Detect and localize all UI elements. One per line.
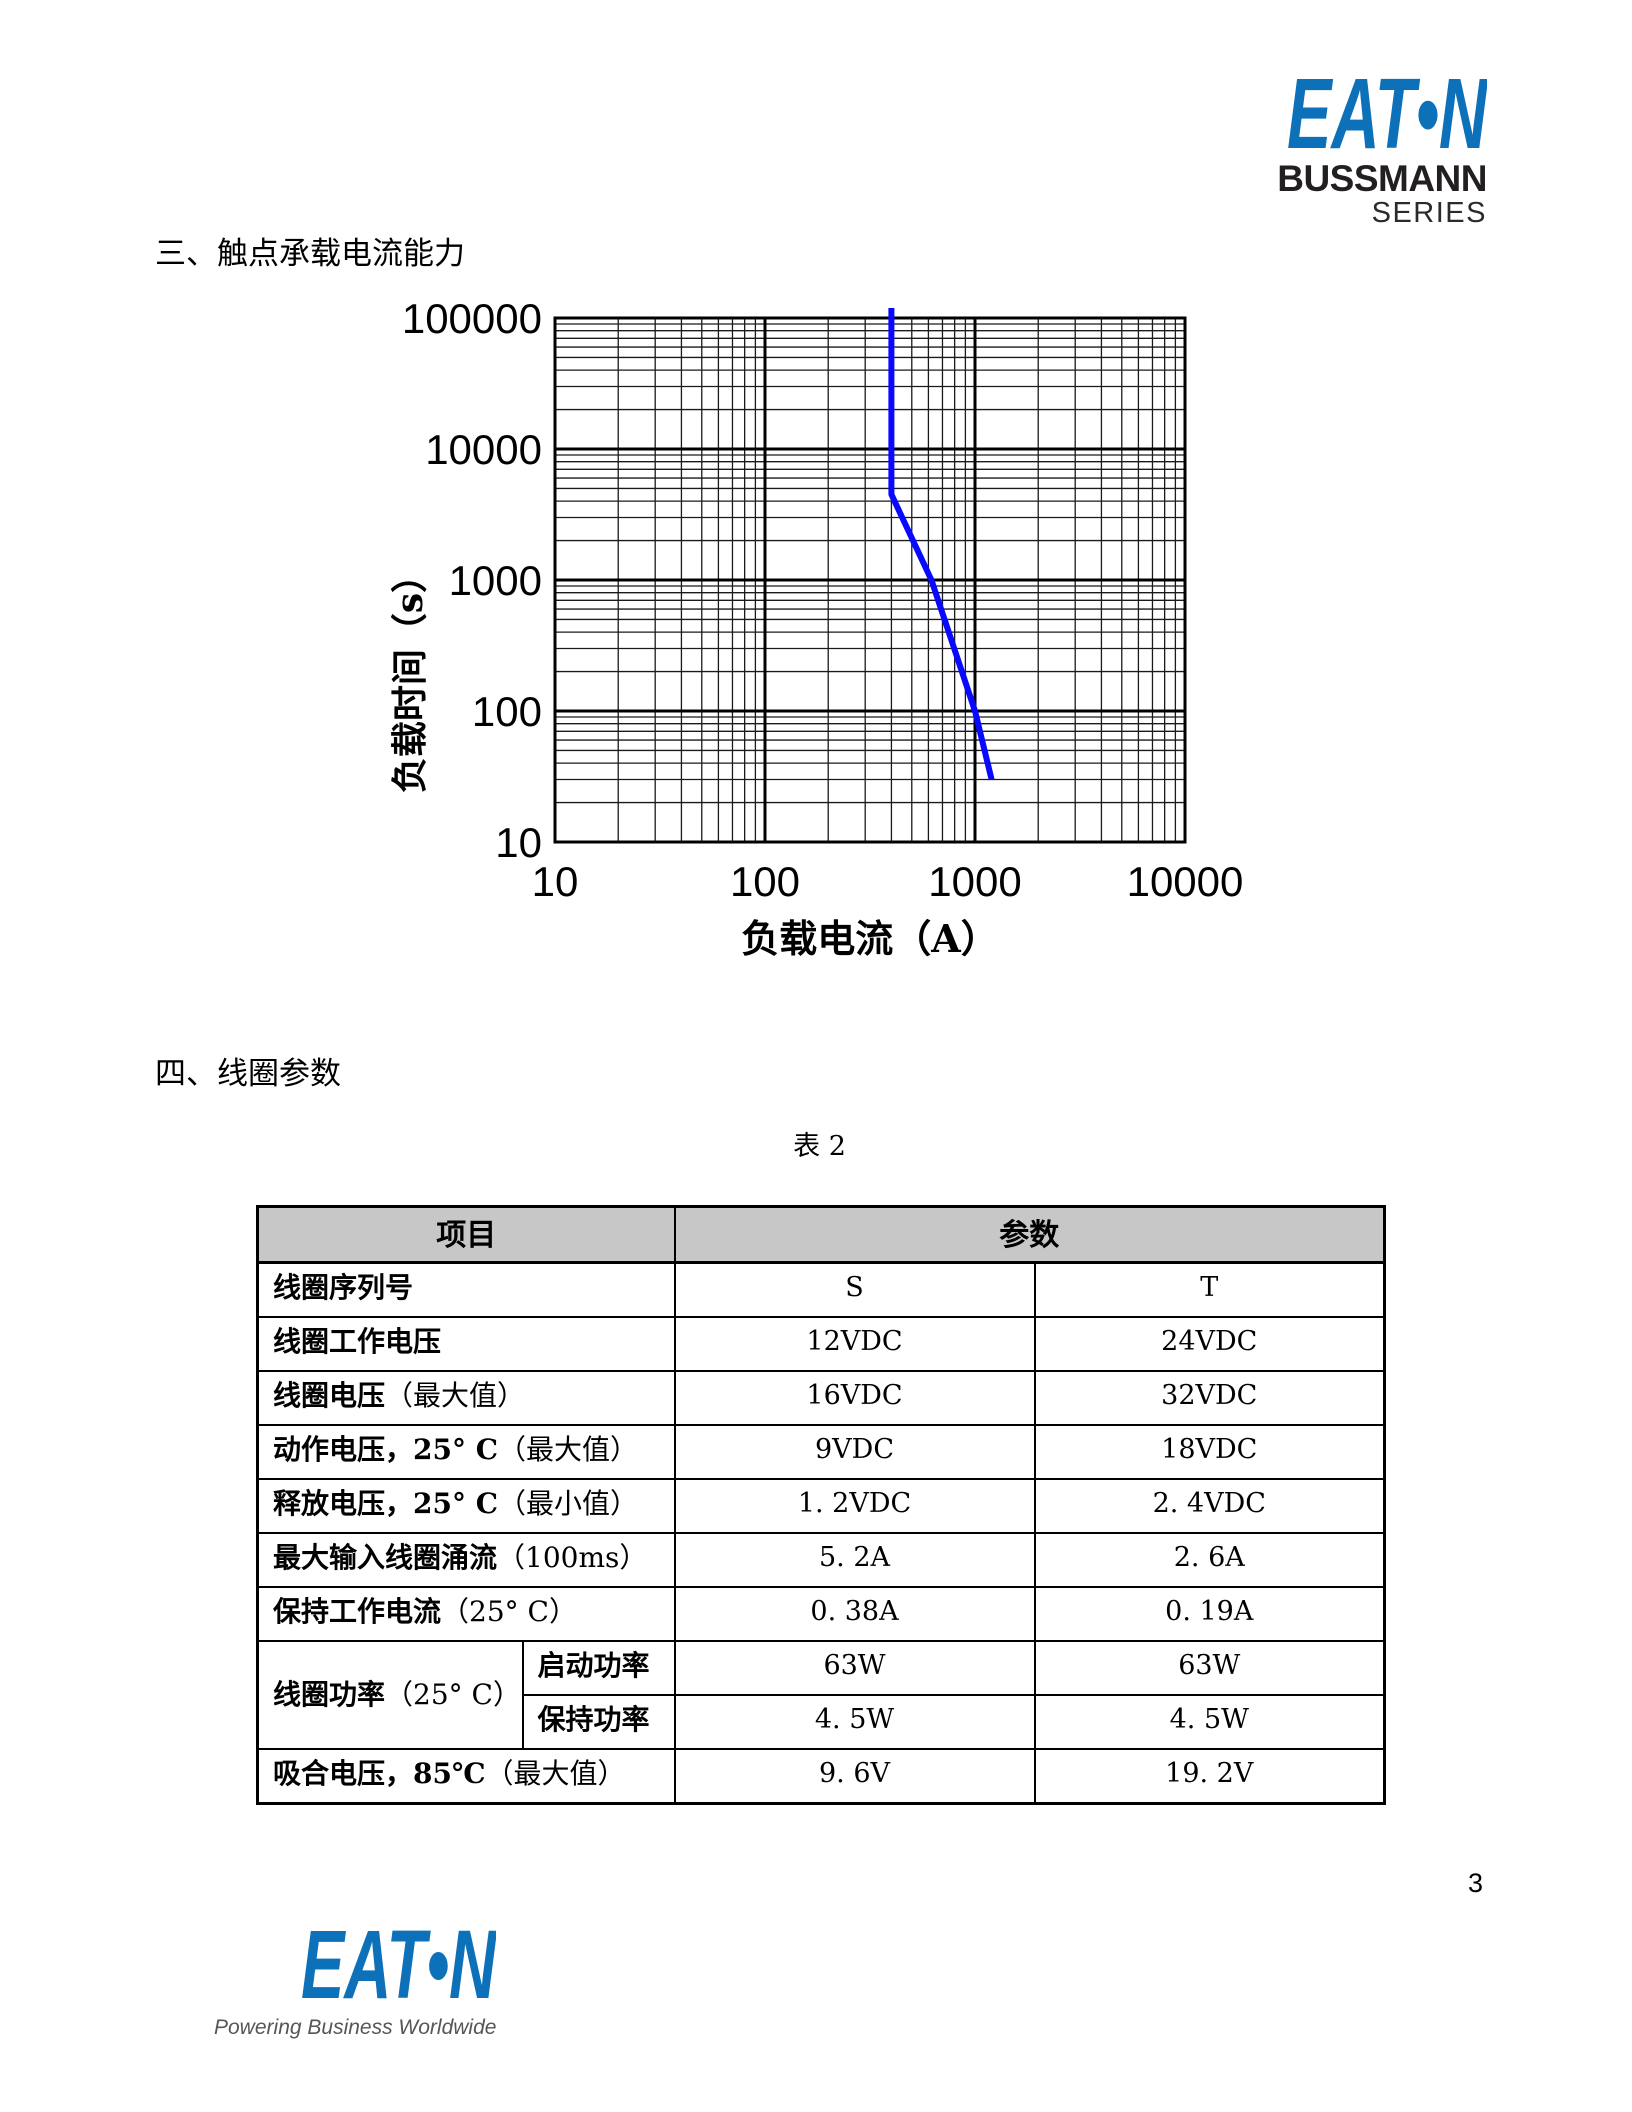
value-t: 32VDC — [1033, 1370, 1386, 1426]
value-s: 4. 5W — [673, 1694, 1036, 1750]
chart-major-grid — [553, 316, 1187, 844]
table-row: 保持工作电流（25° C） 0. 38A 0. 19A — [256, 1586, 1386, 1642]
series-label: SERIES — [1371, 196, 1487, 229]
header-item-cell: 项目 — [256, 1205, 676, 1264]
y-tick-label: 100000 — [402, 295, 542, 342]
eaton-footer-logo-icon: EAT•N — [301, 1922, 496, 2010]
table-caption: 表 2 — [793, 1131, 846, 1162]
value-s: 5. 2A — [673, 1532, 1036, 1588]
table-row: 最大输入线圈涌流（100ms） 5. 2A 2. 6A — [256, 1532, 1386, 1588]
y-tick-label: 10000 — [425, 426, 542, 473]
x-tick-label: 100 — [730, 858, 800, 905]
x-axis-title: 负载电流（A） — [741, 916, 998, 961]
table-row: 动作电压，25° C（最大值） 9VDC 18VDC — [256, 1424, 1386, 1480]
footer-brand-block: EAT•N Powering Business Worldwide — [198, 1922, 496, 2040]
table-row: 保持功率 4. 5W 4. 5W — [258, 1694, 1386, 1750]
row-label: 保持工作电流（25° C） — [256, 1586, 676, 1642]
value-t: 2. 4VDC — [1033, 1478, 1386, 1534]
value-s: 9VDC — [673, 1424, 1036, 1480]
value-s: 1. 2VDC — [673, 1478, 1036, 1534]
sub-label: 启动功率 — [521, 1640, 676, 1696]
y-tick-label: 1000 — [449, 557, 542, 604]
eaton-tagline: Powering Business Worldwide — [214, 2016, 497, 2039]
header-brand-block: EAT•N BUSSMANN SERIES — [1147, 70, 1487, 228]
value-t: 19. 2V — [1033, 1748, 1386, 1805]
row-label: 线圈工作电压 — [256, 1316, 676, 1372]
section-heading-contact-capacity: 三、触点承载电流能力 — [155, 236, 465, 272]
row-label: 释放电压，25° C（最小值） — [256, 1478, 676, 1534]
coil-parameter-table-wrap: 项目 参数 线圈序列号 S T 线圈工作电压 12VDC 24VDC 线圈电压（最大值） 16… — [256, 1205, 1386, 1805]
row-label: 动作电压，25° C（最大值） — [256, 1424, 676, 1480]
row-label: 线圈序列号 — [256, 1261, 676, 1318]
sub-label: 保持功率 — [521, 1694, 676, 1750]
value-s: 16VDC — [673, 1370, 1036, 1426]
page-number: 3 — [1468, 1868, 1484, 1898]
table-row: 线圈序列号 S T — [256, 1261, 1386, 1318]
x-axis-tick-labels: 10 100 1000 10000 — [532, 858, 1244, 905]
x-tick-label: 10 — [532, 858, 579, 905]
row-label: 吸合电压，85℃（最大值） — [256, 1748, 676, 1805]
y-axis-tick-labels: 100000 10000 1000 100 10 — [402, 295, 542, 866]
value-s: S — [673, 1261, 1036, 1318]
value-t: 4. 5W — [1033, 1694, 1386, 1750]
value-t: T — [1033, 1261, 1386, 1318]
row-label: 线圈电压（最大值） — [256, 1370, 676, 1426]
capacity-curve — [888, 308, 995, 781]
load-current-chart: 100000 10000 1000 100 10 10 100 1000 10000 负载时间… — [370, 290, 1250, 994]
table-row: 线圈工作电压 12VDC 24VDC — [256, 1316, 1386, 1372]
value-t: 2. 6A — [1033, 1532, 1386, 1588]
section-heading-coil-parameters: 四、线圈参数 — [155, 1056, 341, 1092]
table-row: 线圈电压（最大值） 16VDC 32VDC — [256, 1370, 1386, 1426]
value-t: 0. 19A — [1033, 1586, 1386, 1642]
table-row: 吸合电压，85℃（最大值） 9. 6V 19. 2V — [256, 1748, 1386, 1805]
value-t: 63W — [1033, 1640, 1386, 1696]
bussmann-wordmark: BUSSMANN — [1277, 158, 1487, 199]
y-tick-label: 10 — [495, 819, 542, 866]
eaton-logo-text: EAT•N — [1287, 70, 1487, 160]
value-t: 18VDC — [1033, 1424, 1386, 1480]
table-row: 释放电压，25° C（最小值） 1. 2VDC 2. 4VDC — [256, 1478, 1386, 1534]
x-tick-label: 1000 — [928, 858, 1021, 905]
eaton-footer-logo-text: EAT•N — [301, 1922, 496, 2010]
table-row: 线圈功率（25° C） 启动功率 63W 63W — [256, 1640, 1386, 1750]
header-param-cell: 参数 — [673, 1205, 1386, 1264]
x-tick-label: 10000 — [1127, 858, 1244, 905]
row-label: 线圈功率（25° C） — [256, 1640, 524, 1750]
y-tick-label: 100 — [472, 688, 542, 735]
value-s: 9. 6V — [673, 1748, 1036, 1805]
coil-parameter-table: 项目 参数 线圈序列号 S T 线圈工作电压 12VDC 24VDC 线圈电压（最大值） 16… — [256, 1205, 1386, 1805]
table-header-row: 项目 参数 — [256, 1205, 1386, 1264]
value-s: 0. 38A — [673, 1586, 1036, 1642]
y-axis-title: 负载时间（s） — [389, 557, 431, 793]
row-label: 最大输入线圈涌流（100ms） — [256, 1532, 676, 1588]
eaton-logo-icon: EAT•N — [1287, 70, 1487, 160]
value-t: 24VDC — [1033, 1316, 1386, 1372]
value-s: 12VDC — [673, 1316, 1036, 1372]
value-s: 63W — [673, 1640, 1036, 1696]
load-current-chart-svg: 100000 10000 1000 100 10 10 100 1000 10000 负载时间… — [389, 295, 1244, 961]
